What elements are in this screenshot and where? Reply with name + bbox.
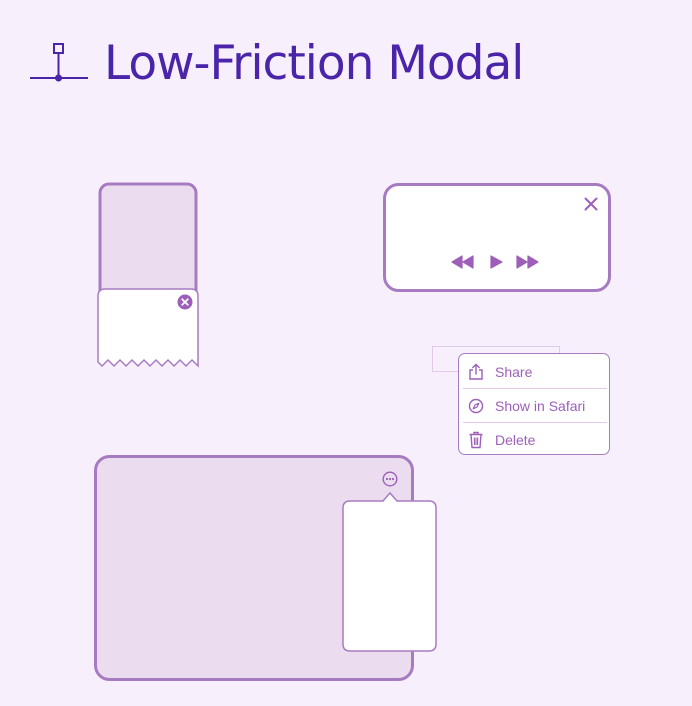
menu-item-delete[interactable]: Delete xyxy=(459,423,609,457)
media-player-modal xyxy=(382,182,612,294)
menu-divider xyxy=(463,422,607,423)
phone-frame xyxy=(98,182,198,306)
anchor-pin-icon xyxy=(30,34,90,94)
compass-icon xyxy=(467,397,485,415)
header: Low-Friction Modal xyxy=(30,34,524,94)
menu-divider xyxy=(463,388,607,389)
close-circle-icon[interactable] xyxy=(177,294,193,310)
menu-item-share[interactable]: Share xyxy=(459,355,609,389)
share-icon xyxy=(467,363,485,381)
tablet-popover-diagram xyxy=(93,454,443,684)
menu-item-label: Share xyxy=(495,364,533,380)
menu-item-label: Show in Safari xyxy=(495,398,586,414)
menu-item-show-in-safari[interactable]: Show in Safari xyxy=(459,389,609,423)
menu-item-label: Delete xyxy=(495,432,536,448)
popover-panel xyxy=(342,491,437,652)
modal-sheet xyxy=(97,288,199,368)
trash-icon xyxy=(467,431,485,449)
phone-sheet-diagram xyxy=(96,182,202,374)
page-title: Low-Friction Modal xyxy=(104,36,524,91)
context-menu: Share Show in Safari Delete xyxy=(458,353,610,455)
close-icon[interactable] xyxy=(583,196,599,212)
play-icon[interactable] xyxy=(489,255,503,269)
more-ellipsis-icon[interactable] xyxy=(382,471,398,487)
rewind-icon[interactable] xyxy=(451,255,475,269)
fast-forward-icon[interactable] xyxy=(515,255,539,269)
